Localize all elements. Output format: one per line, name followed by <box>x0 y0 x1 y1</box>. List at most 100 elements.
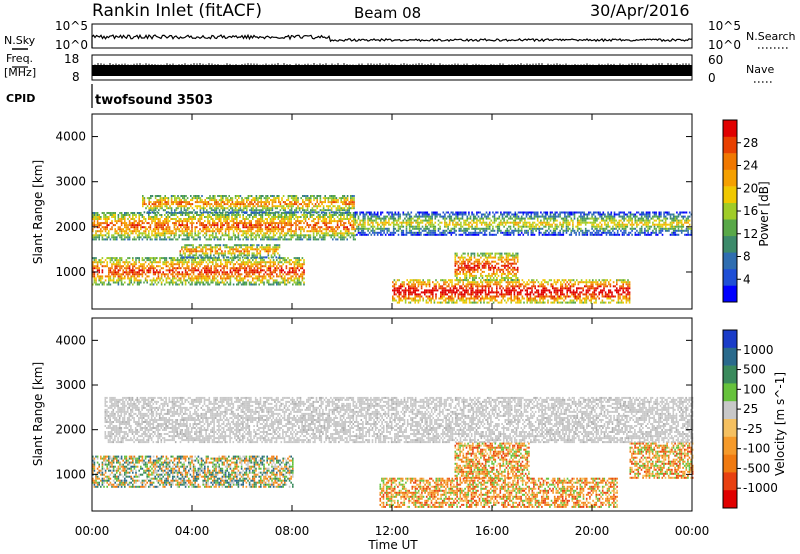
scatter-cell <box>166 203 168 206</box>
scatter-cell <box>178 201 181 204</box>
scatter-cell <box>145 207 147 210</box>
scatter-cell <box>455 221 457 224</box>
scatter-cell <box>359 233 361 236</box>
scatter-cell <box>92 238 94 241</box>
scatter-cell <box>325 230 328 233</box>
scatter-cell <box>240 267 243 270</box>
scatter-cell <box>229 246 231 249</box>
scatter-cell <box>255 199 258 202</box>
scatter-cell <box>528 215 531 218</box>
scatter-cell <box>482 221 485 224</box>
scatter-cell <box>218 209 221 212</box>
scatter-cell <box>298 238 300 241</box>
scatter-cell <box>124 230 126 233</box>
scatter-cell <box>292 261 294 264</box>
scatter-cell <box>214 256 217 259</box>
scatter-cell <box>190 250 193 253</box>
scatter-cell <box>204 211 206 214</box>
scatter-cell <box>276 267 278 270</box>
scatter-cell <box>418 211 421 214</box>
scatter-cell <box>108 212 110 214</box>
scatter-cell <box>242 261 244 264</box>
scatter-cell <box>287 230 289 233</box>
scatter-cell <box>135 224 137 227</box>
scatter-cell <box>170 207 173 210</box>
scatter-cell <box>532 231 534 234</box>
scatter-cell <box>376 217 379 220</box>
scatter-cell <box>365 213 368 216</box>
scatter-cell <box>266 199 269 202</box>
scatter-cell <box>236 199 238 202</box>
scatter-cell <box>205 224 208 227</box>
scatter-cell <box>148 226 150 229</box>
scatter-cell <box>231 238 233 241</box>
scatter-cell <box>394 213 397 216</box>
scatter-cell <box>210 216 212 218</box>
scatter-cell <box>512 221 515 224</box>
scatter-cell <box>248 222 251 225</box>
scatter-cell <box>308 201 310 204</box>
scatter-cell <box>240 220 243 223</box>
scatter-cell <box>154 281 156 284</box>
scatter-cell <box>203 244 206 247</box>
scatter-cell <box>159 269 161 272</box>
scatter-cell <box>284 209 286 212</box>
scatter-cell <box>308 226 310 229</box>
scatter-cell <box>260 263 262 266</box>
scatter-cell <box>252 234 254 237</box>
scatter-cell <box>109 222 112 225</box>
scatter-cell <box>312 214 315 216</box>
scatter-cell <box>293 257 296 260</box>
scatter-cell <box>495 233 497 236</box>
scatter-cell <box>460 233 462 236</box>
scatter-cell <box>175 207 178 210</box>
scatter-cell <box>127 224 129 227</box>
scatter-cell <box>530 217 533 220</box>
scatter-cell <box>290 275 292 278</box>
scatter-cell <box>242 199 245 202</box>
scatter-cell <box>327 201 330 204</box>
scatter-cell <box>191 277 193 280</box>
scatter-cell <box>156 261 158 264</box>
scatter-cell <box>135 271 137 274</box>
scatter-cell <box>356 221 358 224</box>
scatter-cell <box>324 238 326 241</box>
scatter-cell <box>152 228 155 231</box>
scatter-cell <box>468 223 470 226</box>
scatter-cell <box>240 244 242 247</box>
scatter-cell <box>381 229 384 232</box>
scatter-cell <box>212 259 214 262</box>
scatter-cell <box>130 212 132 214</box>
scatter-cell <box>278 199 280 202</box>
scatter-cell <box>188 236 190 239</box>
scatter-cell <box>164 234 166 237</box>
scatter-cell <box>367 229 369 232</box>
scatter-cell <box>394 227 397 230</box>
scatter-cell <box>165 222 168 225</box>
scatter-cell <box>337 201 339 204</box>
scatter-cell <box>279 236 281 239</box>
scatter-cell <box>170 230 172 233</box>
scatter-cell <box>221 224 224 227</box>
scatter-cell <box>211 250 214 253</box>
scatter-cell <box>250 211 253 214</box>
scatter-cell <box>460 217 462 220</box>
scatter-cell <box>296 263 299 266</box>
scatter-cell <box>532 229 534 232</box>
scatter-cell <box>183 209 186 212</box>
scatter-cell <box>233 248 236 251</box>
scatter-cell <box>153 211 155 214</box>
scatter-cell <box>295 267 297 270</box>
scatter-cell <box>148 236 150 239</box>
scatter-cell <box>188 267 190 270</box>
scatter-cell <box>119 279 121 282</box>
scatter-cell <box>152 257 155 260</box>
scatter-cell <box>164 218 166 220</box>
scatter-cell <box>205 271 208 274</box>
scatter-cell <box>272 279 275 282</box>
scatter-cell <box>240 230 243 233</box>
scatter-cell <box>208 244 210 247</box>
scatter-cell <box>206 205 208 208</box>
scatter-cell <box>197 256 199 259</box>
scatter-cell <box>194 281 196 284</box>
